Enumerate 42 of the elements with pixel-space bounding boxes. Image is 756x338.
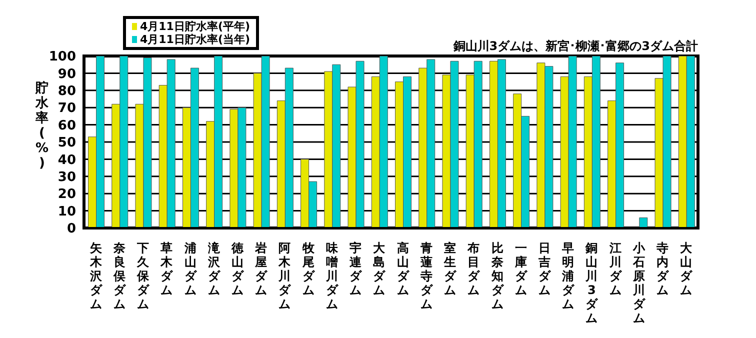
x-tick-label: 浦山ダム xyxy=(183,241,198,297)
x-tick-label: 牧尾ダム xyxy=(301,241,316,297)
y-tick-label: 60 xyxy=(58,118,76,134)
legend-label: 4月11日貯水率(平年) xyxy=(140,20,250,33)
y-tick-label: 90 xyxy=(58,66,76,82)
y-tick-label: 70 xyxy=(58,101,76,116)
text: 銅山川3ダムは、新宮･柳瀬･富郷の3ダム合計 xyxy=(453,38,698,55)
x-tick-label: 奈良俣ダム xyxy=(112,241,126,311)
x-tick-label: 寺内ダム xyxy=(656,241,670,297)
x-tick-label: 大山ダム xyxy=(680,241,694,297)
y-tick-label: 30 xyxy=(58,170,76,186)
x-tick-label: 銅山川3ダム xyxy=(584,241,599,325)
x-tick-label: 徳山ダム xyxy=(230,241,244,297)
bar xyxy=(639,217,648,228)
x-tick-label: 味噌川ダム xyxy=(324,241,339,311)
x-tick-label: 比奈知ダム xyxy=(490,241,504,311)
x-tick-label: 阿木川ダム xyxy=(278,241,292,311)
x-tick-label: 矢木沢ダム xyxy=(88,241,103,311)
x-tick-label: 青蓮寺ダム xyxy=(419,241,434,311)
y-tick-label: 100 xyxy=(48,50,76,65)
y-tick-label: 40 xyxy=(58,152,76,168)
x-tick-label: 大島ダム xyxy=(373,241,386,297)
x-tick-label: 江川ダム xyxy=(608,241,622,297)
x-tick-label: 日吉ダム xyxy=(538,241,552,297)
y-tick-label: 0 xyxy=(66,222,76,237)
x-tick-label: 岩屋ダム xyxy=(254,241,268,297)
x-tick-label: 滝沢ダム xyxy=(206,241,221,297)
x-tick-label: 室生ダム xyxy=(443,241,458,297)
y-axis-title: 貯水率(%) xyxy=(34,80,50,171)
y-tick-label: 10 xyxy=(58,204,76,220)
legend-label: 4月11日貯水率(当年) xyxy=(140,33,250,46)
x-tick-label: 布目ダム xyxy=(466,241,481,297)
y-tick-label: 20 xyxy=(58,187,76,202)
x-tick-label: 小石原川ダム xyxy=(632,241,646,325)
y-tick-label: 50 xyxy=(58,136,76,151)
y-tick-label: 80 xyxy=(58,84,76,100)
x-tick-label: 一庫ダム xyxy=(514,241,528,297)
x-tick-label: 早明浦ダム xyxy=(561,241,576,311)
x-tick-label: 草木ダム xyxy=(160,241,174,297)
x-tick-label: 下久保ダム xyxy=(136,241,150,311)
x-tick-label: 高山ダム xyxy=(396,241,410,297)
x-tick-label: 宇連ダム xyxy=(348,241,363,297)
